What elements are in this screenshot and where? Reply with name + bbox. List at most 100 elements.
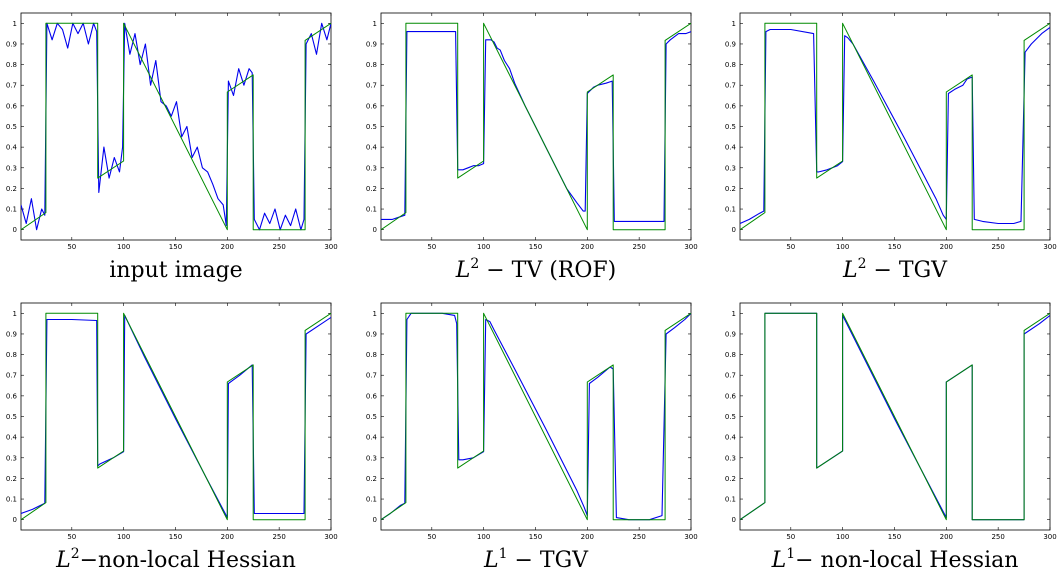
- x-tick-label: 100: [477, 533, 490, 541]
- y-tick-label: 1: [13, 310, 17, 318]
- y-tick-label: 0.3: [725, 164, 736, 172]
- y-tick-label: 0.3: [366, 454, 377, 462]
- x-tick-label: 200: [940, 533, 953, 541]
- y-tick-label: 0: [13, 226, 17, 234]
- x-tick-label: 150: [529, 243, 542, 251]
- x-tick-label: 50: [786, 533, 795, 541]
- y-tick-label: 0.4: [366, 144, 378, 152]
- x-tick-label: 250: [991, 533, 1004, 541]
- x-tick-label: 150: [888, 243, 901, 251]
- y-tick-label: 0.3: [725, 454, 736, 462]
- y-tick-label: 0.4: [725, 434, 737, 442]
- series-ground-truth: [740, 22, 1050, 231]
- y-tick-label: 0.1: [6, 206, 17, 214]
- series-reconstruction: [740, 26, 1050, 225]
- y-tick-label: 0.3: [366, 164, 377, 172]
- panel-caption: L2 − TV (ROF): [455, 256, 617, 283]
- x-tick-label: 300: [684, 533, 697, 541]
- y-tick-label: 0.7: [725, 372, 736, 380]
- y-tick-label: 0.6: [725, 102, 737, 110]
- x-tick-label: 200: [581, 533, 594, 541]
- x-tick-label: 300: [324, 533, 337, 541]
- x-tick-label: 50: [427, 533, 436, 541]
- y-tick-label: 0.5: [366, 413, 377, 421]
- y-tick-label: 1: [373, 20, 377, 28]
- y-tick-label: 0.1: [725, 206, 736, 214]
- y-tick-label: 0.2: [366, 475, 377, 483]
- y-tick-label: 0.1: [366, 206, 377, 214]
- series-ground-truth: [21, 312, 331, 521]
- series-ground-truth: [381, 22, 691, 231]
- y-tick-label: 0: [732, 516, 736, 524]
- x-tick-label: 300: [1043, 243, 1056, 251]
- y-tick-label: 0.4: [725, 144, 737, 152]
- y-tick-label: 0.8: [6, 61, 17, 69]
- y-tick-label: 0.6: [6, 392, 18, 400]
- x-tick-label: 200: [221, 533, 234, 541]
- y-tick-label: 0.1: [725, 496, 736, 504]
- y-tick-label: 0: [373, 226, 377, 234]
- x-tick-label: 150: [169, 243, 182, 251]
- y-tick-label: 0.3: [6, 454, 17, 462]
- x-tick-label: 300: [1043, 533, 1056, 541]
- y-tick-label: 0.6: [366, 102, 378, 110]
- y-tick-label: 0: [373, 516, 377, 524]
- x-tick-label: 100: [477, 243, 490, 251]
- y-tick-label: 1: [732, 310, 736, 318]
- x-tick-label: 100: [836, 533, 849, 541]
- y-tick-label: 0.4: [6, 144, 18, 152]
- y-tick-label: 0.6: [725, 392, 737, 400]
- y-tick-label: 1: [13, 20, 17, 28]
- y-tick-label: 0.9: [725, 330, 736, 338]
- panel-caption: L1− non-local Hessian: [771, 546, 1019, 573]
- y-tick-label: 0.5: [366, 123, 377, 131]
- y-tick-label: 0.9: [6, 40, 17, 48]
- x-tick-label: 250: [272, 243, 285, 251]
- x-tick-label: 50: [427, 243, 436, 251]
- series-ground-truth: [381, 312, 691, 521]
- x-tick-label: 300: [324, 243, 337, 251]
- y-tick-label: 0.5: [6, 413, 17, 421]
- y-tick-label: 0.5: [6, 123, 17, 131]
- y-tick-label: 0.7: [6, 372, 17, 380]
- y-tick-label: 0.4: [366, 434, 378, 442]
- y-tick-label: 0.6: [6, 102, 18, 110]
- y-tick-label: 1: [732, 20, 736, 28]
- y-tick-label: 0: [732, 226, 736, 234]
- y-tick-label: 0.1: [6, 496, 17, 504]
- y-tick-label: 0.3: [6, 164, 17, 172]
- y-tick-label: 0.8: [725, 351, 736, 359]
- y-tick-label: 0.5: [725, 123, 736, 131]
- y-tick-label: 0.8: [366, 61, 377, 69]
- x-tick-label: 200: [221, 243, 234, 251]
- x-tick-label: 100: [117, 533, 130, 541]
- y-tick-label: 0.2: [366, 185, 377, 193]
- y-tick-label: 0.6: [366, 392, 378, 400]
- y-tick-label: 0.8: [366, 351, 377, 359]
- y-tick-label: 0.2: [725, 185, 736, 193]
- y-tick-label: 0.2: [725, 475, 736, 483]
- series-reconstruction: [21, 314, 331, 519]
- x-tick-label: 250: [991, 243, 1004, 251]
- y-tick-label: 0.8: [6, 351, 17, 359]
- x-tick-label: 100: [117, 243, 130, 251]
- y-tick-label: 0.7: [6, 82, 17, 90]
- y-tick-label: 0.2: [6, 185, 17, 193]
- x-tick-label: 200: [940, 243, 953, 251]
- x-tick-label: 100: [836, 243, 849, 251]
- y-tick-label: 0.9: [366, 40, 377, 48]
- x-tick-label: 50: [67, 533, 76, 541]
- x-tick-label: 300: [684, 243, 697, 251]
- y-tick-label: 0.7: [366, 82, 377, 90]
- x-tick-label: 50: [786, 243, 795, 251]
- panel-caption: L2 − TGV: [842, 256, 948, 283]
- x-tick-label: 200: [581, 243, 594, 251]
- y-tick-label: 0.9: [725, 40, 736, 48]
- series-ground-truth: [21, 22, 331, 231]
